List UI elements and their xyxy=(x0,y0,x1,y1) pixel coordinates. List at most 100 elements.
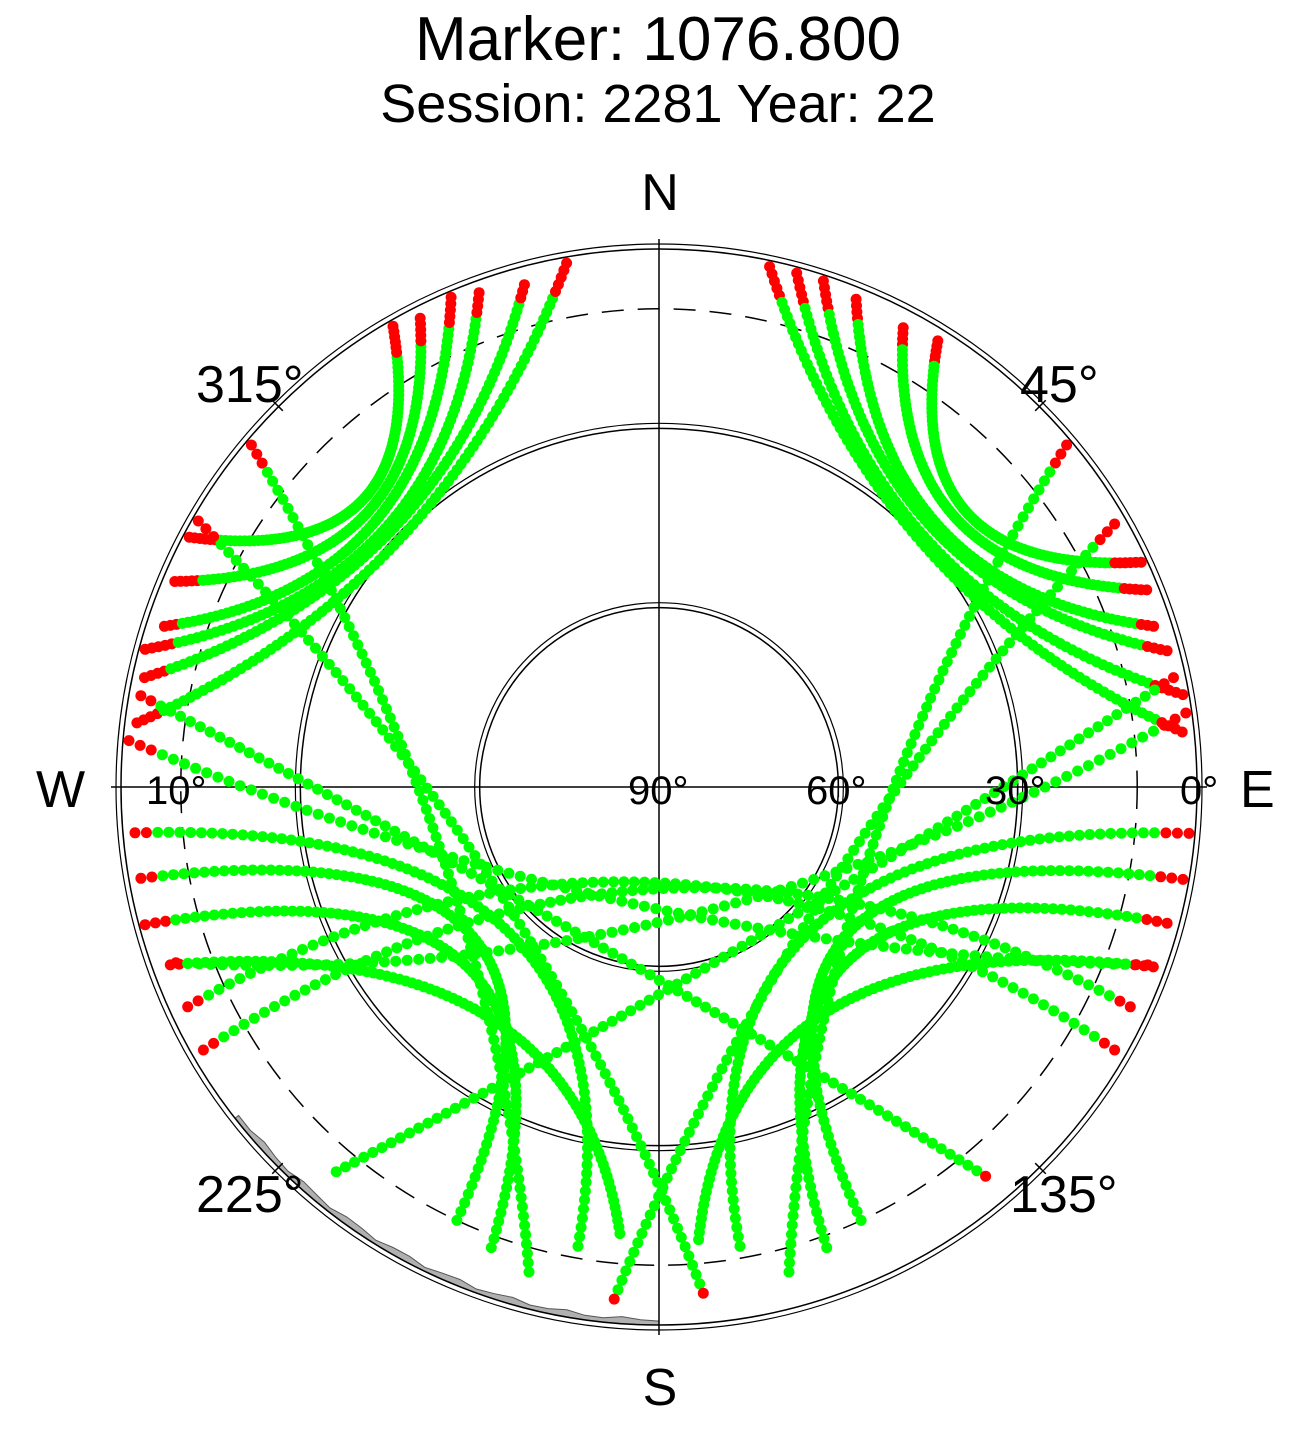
observation-point xyxy=(1061,770,1073,782)
observation-point xyxy=(514,903,526,915)
observation-point xyxy=(864,918,876,930)
observation-point xyxy=(341,799,353,811)
observation-point xyxy=(716,1063,728,1075)
observation-point xyxy=(938,718,950,730)
observation-point xyxy=(1073,865,1085,877)
observation-point xyxy=(323,658,335,670)
observation-point xyxy=(843,896,855,908)
observation-point xyxy=(1050,956,1061,967)
observation-point xyxy=(1107,958,1119,970)
observation-point xyxy=(1017,791,1029,803)
observation-point xyxy=(647,883,659,895)
observation-point xyxy=(396,739,408,751)
observation-point xyxy=(495,1207,507,1219)
observation-point xyxy=(1030,902,1042,914)
observation-point xyxy=(364,666,376,678)
observation-point xyxy=(614,1228,626,1240)
observation-point xyxy=(643,1158,655,1170)
observation-point xyxy=(745,1009,757,1021)
observation-point xyxy=(1010,946,1022,958)
observation-point xyxy=(234,742,246,753)
observation-point xyxy=(790,1182,802,1193)
observation-point xyxy=(916,914,928,926)
observation-point xyxy=(734,1240,746,1252)
observation-point xyxy=(497,1198,509,1210)
observation-point xyxy=(951,820,963,832)
observation-point xyxy=(267,475,279,487)
observation-point xyxy=(792,907,804,919)
observation-point xyxy=(958,927,969,939)
observation-point xyxy=(408,836,420,848)
observation-point xyxy=(661,905,673,917)
observation-point xyxy=(1006,837,1017,849)
observation-point xyxy=(343,621,355,633)
observation-point xyxy=(504,1117,516,1129)
observation-point xyxy=(514,1067,526,1079)
observation-point xyxy=(785,1238,797,1250)
observation-point xyxy=(923,828,935,840)
observation-point xyxy=(997,547,1009,559)
observation-point xyxy=(718,951,729,963)
observation-point xyxy=(1022,902,1034,914)
observation-point xyxy=(501,1182,513,1194)
observation-point xyxy=(556,878,568,890)
observation-point xyxy=(1096,958,1107,970)
observation-point xyxy=(1092,721,1104,733)
observation-point xyxy=(373,684,384,696)
observation-point xyxy=(198,866,210,878)
observation-point xyxy=(740,1018,752,1030)
observation-point xyxy=(466,1179,478,1191)
observation-point xyxy=(853,836,865,848)
observation-point xyxy=(469,850,481,862)
observation-point xyxy=(377,694,388,706)
observation-point xyxy=(657,1181,669,1193)
observation-point xyxy=(494,1062,506,1073)
observation-point xyxy=(820,933,832,945)
observation-point xyxy=(449,1102,461,1114)
observation-point xyxy=(644,1209,656,1221)
observation-point xyxy=(218,865,230,877)
observation-point xyxy=(746,1028,757,1040)
observation-point xyxy=(833,894,845,906)
elevation-label-30: 30° xyxy=(985,769,1046,813)
observation-point xyxy=(995,801,1007,813)
observation-point xyxy=(263,757,275,769)
observation-point xyxy=(773,1044,785,1056)
observation-point xyxy=(493,1215,505,1227)
observation-point xyxy=(175,710,186,722)
observation-point xyxy=(964,686,976,698)
observation-point xyxy=(1101,526,1113,538)
observation-point xyxy=(816,1023,828,1035)
satellite-track-9 xyxy=(896,322,1153,596)
observation-point xyxy=(535,880,547,892)
satellite-track-11 xyxy=(764,261,1188,738)
observation-point xyxy=(693,1234,705,1246)
observation-point xyxy=(463,841,475,853)
observation-point xyxy=(702,1090,714,1102)
observation-point xyxy=(321,789,333,800)
observation-point xyxy=(323,812,335,824)
observation-point xyxy=(786,1219,798,1231)
observation-point xyxy=(597,942,609,954)
observation-point xyxy=(627,885,639,897)
observation-point xyxy=(317,935,329,947)
observation-point xyxy=(891,1115,902,1127)
observation-point xyxy=(1050,776,1062,788)
observation-point xyxy=(651,917,663,929)
observation-point xyxy=(917,1132,929,1144)
observation-point xyxy=(999,942,1011,954)
observation-point xyxy=(459,1097,471,1109)
observation-point xyxy=(470,960,482,972)
elevation-label-10: 10° xyxy=(146,769,207,813)
observation-point xyxy=(750,884,762,896)
observation-point xyxy=(724,1159,736,1171)
observation-point xyxy=(451,1214,463,1226)
observation-point xyxy=(364,707,376,719)
observation-point xyxy=(193,958,205,970)
observation-point xyxy=(170,914,182,926)
observation-point xyxy=(901,747,913,759)
observation-point xyxy=(946,951,958,963)
observation-point xyxy=(783,1266,795,1278)
observation-point xyxy=(316,650,328,662)
observation-point xyxy=(370,815,382,827)
